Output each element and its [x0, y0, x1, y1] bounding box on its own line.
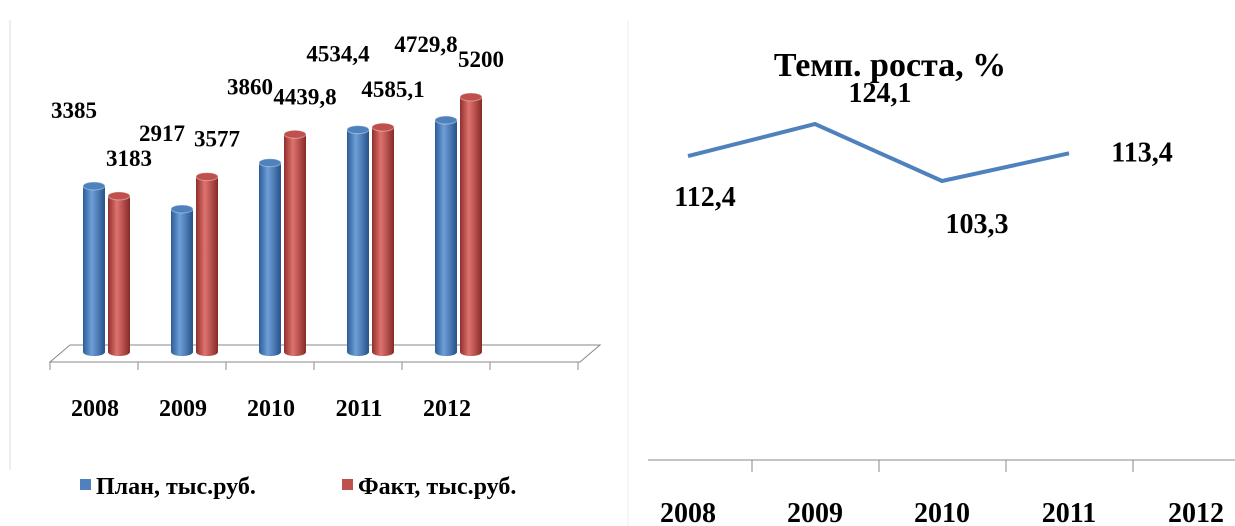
bar-base [171, 348, 193, 356]
data-label: 3577 [194, 127, 240, 152]
data-label: 3183 [106, 146, 152, 171]
x-tick-label: 2011 [336, 396, 383, 422]
bar [259, 162, 281, 352]
x-tick-label: 2012 [423, 396, 471, 422]
bar-base [435, 348, 457, 356]
data-label: 3860 [227, 75, 273, 100]
bar [284, 134, 306, 352]
x-tick-label: 2008 [660, 498, 716, 526]
bar [83, 186, 105, 352]
data-label: 103,3 [946, 209, 1009, 240]
data-label: 124,1 [849, 78, 912, 109]
x-tick-label: 2010 [914, 498, 970, 526]
line [687, 121, 1070, 184]
bar-base [372, 348, 394, 356]
bar [347, 129, 369, 352]
bar-base [83, 348, 105, 356]
bar-base [259, 348, 281, 356]
bar-top [258, 158, 282, 168]
data-label: 2917 [139, 121, 185, 146]
bar-base [108, 348, 130, 356]
data-label: 113,4 [1111, 137, 1172, 168]
x-tick-label: 2012 [1168, 498, 1224, 526]
legend-swatch [80, 479, 91, 490]
bar [460, 97, 482, 352]
bar-top [434, 115, 458, 125]
bar-top [346, 125, 370, 135]
bar [171, 208, 193, 352]
data-label: 4534,4 [306, 42, 370, 67]
bar-top [283, 129, 307, 139]
bar-base [284, 348, 306, 356]
data-label: 3385 [51, 98, 97, 123]
bar-base [460, 348, 482, 356]
bar [196, 176, 218, 352]
chart-title: Темп. роста, % [774, 47, 1006, 84]
data-label: 4585,1 [361, 77, 424, 102]
x-tick-label: 2008 [71, 396, 119, 422]
bar-top [371, 122, 395, 132]
bar-base [347, 348, 369, 356]
data-label: 112,4 [674, 182, 735, 213]
bar-top [170, 204, 194, 214]
bar [108, 195, 130, 352]
bar-top [82, 181, 106, 191]
legend-label: Факт, тыс.руб. [358, 474, 516, 500]
x-tick-label: 2011 [1042, 498, 1096, 526]
bar-top [195, 172, 219, 182]
bar [435, 120, 457, 352]
bar-top [107, 191, 131, 201]
data-label: 4729,8 [394, 32, 457, 57]
x-tick-label: 2009 [787, 498, 843, 526]
x-tick-label: 2010 [247, 396, 295, 422]
legend-swatch [342, 479, 353, 490]
bar-base [196, 348, 218, 356]
data-label: 5200 [458, 47, 504, 72]
bar [372, 127, 394, 352]
floor [48, 344, 602, 363]
x-tick-label: 2009 [159, 396, 207, 422]
bar-top [459, 92, 483, 102]
legend-label: План, тыс.руб. [96, 474, 256, 500]
data-label: 4439,8 [273, 84, 336, 109]
